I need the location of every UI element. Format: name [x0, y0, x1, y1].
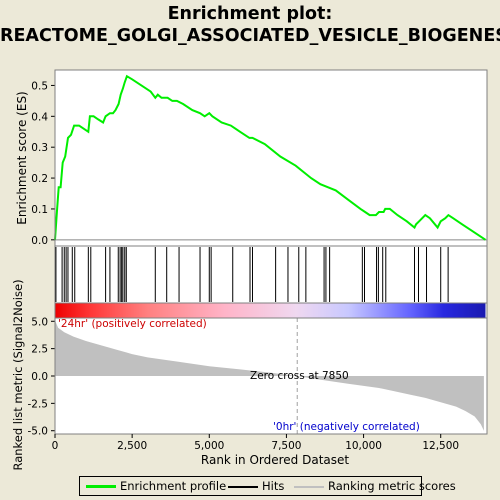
es-axis-label: Enrichment score (ES) [15, 91, 29, 224]
es-panel-background [55, 70, 487, 246]
metric-axis-label: Ranked list metric (Signal2Noise) [11, 279, 25, 470]
positive-correlation-label: '24hr' (positively correlated) [58, 318, 207, 330]
ranking-metric-area [55, 320, 484, 431]
metric-tick-label: 2.5 [31, 344, 48, 356]
zero-cross-label: Zero cross at 7850 [250, 370, 349, 382]
x-tick-label: 7,500 [271, 440, 301, 452]
es-tick-label: 0.2 [31, 173, 48, 185]
title-line-1: Enrichment plot: [167, 4, 333, 24]
chart-title: Enrichment plot: REACTOME_GOLGI_ASSOCIAT… [0, 3, 500, 47]
legend-label-ranking-metric: Ranking metric scores [328, 479, 456, 493]
legend-swatch-ranking-metric [294, 485, 324, 488]
legend-item-hits: Hits [228, 479, 284, 494]
title-line-2: REACTOME_GOLGI_ASSOCIATED_VESICLE_BIOGEN… [0, 26, 500, 46]
legend-label-hits: Hits [262, 479, 285, 493]
legend-swatch-hits [228, 485, 258, 488]
heatbar [55, 303, 486, 318]
legend-item-enrichment-profile: Enrichment profile [86, 479, 226, 494]
metric-tick-label: -5.0 [28, 426, 49, 438]
es-tick-label: 0.4 [31, 111, 48, 123]
es-tick-label: 0.1 [31, 204, 48, 216]
es-axis-ticks: 0.0 0.1 0.2 0.3 0.4 0.5 [31, 80, 55, 247]
enrichment-profile-line [54, 74, 487, 241]
negative-correlation-label: '0hr' (negatively correlated) [273, 421, 420, 433]
metric-tick-label: 0.0 [31, 371, 48, 383]
x-tick-label: 0 [52, 440, 59, 452]
legend-item-ranking-metric: Ranking metric scores [294, 479, 456, 494]
es-tick-label: 0.5 [31, 80, 48, 92]
metric-axis-ticks: 5.0 2.5 0.0 -2.5 -5.0 [28, 316, 55, 438]
hits-panel-background [55, 246, 487, 303]
metric-tick-label: -2.5 [28, 398, 49, 410]
es-tick-label: 0.0 [31, 235, 48, 247]
legend: Enrichment profile Hits Ranking metric s… [79, 476, 456, 496]
legend-label-enrichment-profile: Enrichment profile [120, 479, 227, 493]
x-tick-label: 12,500 [422, 440, 459, 452]
x-tick-label: 2,500 [117, 440, 147, 452]
hits-marks [55, 247, 449, 302]
x-tick-label: 10,000 [345, 440, 382, 452]
x-tick-label: 5,000 [194, 440, 224, 452]
x-axis-ticks: 0 2,500 5,000 7,500 10,000 12,500 [52, 434, 459, 452]
metric-tick-label: 5.0 [31, 316, 48, 328]
es-tick-label: 0.3 [31, 142, 48, 154]
legend-swatch-enrichment-profile [86, 485, 116, 488]
metric-panel-border [54, 317, 488, 435]
x-axis-label: Rank in Ordered Dataset [201, 453, 349, 467]
